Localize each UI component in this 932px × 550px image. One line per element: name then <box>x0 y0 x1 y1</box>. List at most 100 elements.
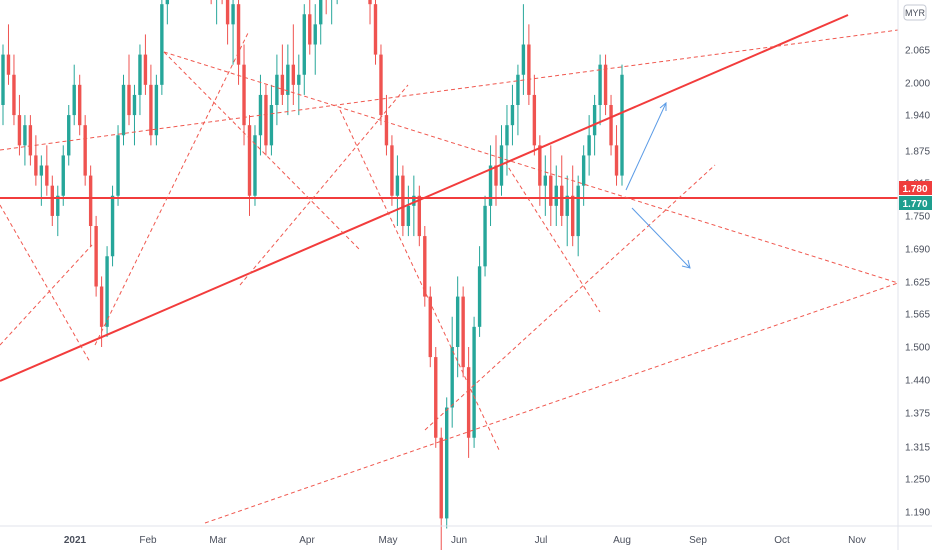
candle-body[interactable] <box>225 0 230 25</box>
candle-body[interactable] <box>412 195 416 206</box>
candle-body[interactable] <box>609 105 613 146</box>
jan-fan-line[interactable] <box>0 204 91 363</box>
candle-body[interactable] <box>527 44 531 95</box>
feb-fan-line-down[interactable] <box>163 51 361 251</box>
candle-body[interactable] <box>428 296 432 358</box>
candle-body[interactable] <box>603 64 608 106</box>
candle-body[interactable] <box>565 195 569 216</box>
candle-body[interactable] <box>116 135 120 196</box>
june-drop-line[interactable] <box>504 161 601 313</box>
candle-body[interactable] <box>587 135 591 156</box>
descending-resistance-dashed-line[interactable] <box>163 51 899 284</box>
apr-drop-line[interactable] <box>339 109 501 453</box>
candle-body[interactable] <box>510 105 515 126</box>
candle-body[interactable] <box>23 125 27 146</box>
candle-body[interactable] <box>132 94 137 116</box>
upper-channel-dashed-line[interactable] <box>0 29 899 151</box>
candle-body[interactable] <box>494 165 498 186</box>
currency-badge[interactable] <box>903 4 927 21</box>
candle-body[interactable] <box>571 195 575 237</box>
candle-body[interactable] <box>445 407 449 519</box>
lower-channel-dashed-line[interactable] <box>204 282 899 524</box>
forecast-up-arrow[interactable] <box>625 102 667 191</box>
candle-body[interactable] <box>549 175 553 206</box>
candle-body[interactable] <box>286 64 290 95</box>
candle-body[interactable] <box>532 94 537 146</box>
candle-body[interactable] <box>379 54 383 116</box>
candle-body[interactable] <box>94 226 98 287</box>
candle-body[interactable] <box>417 195 422 237</box>
candle-body[interactable] <box>598 64 602 106</box>
candle-body[interactable] <box>439 437 443 519</box>
candle-body[interactable] <box>231 4 235 25</box>
candle-body[interactable] <box>401 175 405 227</box>
candle-body[interactable] <box>105 256 109 327</box>
candle-body[interactable] <box>264 94 268 146</box>
candle-body[interactable] <box>291 64 296 85</box>
candle-body[interactable] <box>505 125 509 146</box>
candle-body[interactable] <box>406 205 411 227</box>
candle-body[interactable] <box>614 145 619 176</box>
candle-body[interactable] <box>538 145 542 186</box>
candle-body[interactable] <box>302 14 306 75</box>
mar-support-line[interactable] <box>239 84 409 286</box>
candle-body[interactable] <box>488 165 493 206</box>
candle-body[interactable] <box>1 54 5 106</box>
candle-body[interactable] <box>461 296 465 368</box>
candle-body[interactable] <box>160 4 164 85</box>
candle-body[interactable] <box>423 236 427 297</box>
candle-body[interactable] <box>466 367 471 438</box>
candle-body[interactable] <box>149 84 153 136</box>
candle-body[interactable] <box>6 54 11 75</box>
candle-body[interactable] <box>236 4 241 65</box>
candle-body[interactable] <box>12 74 16 116</box>
candle-body[interactable] <box>45 165 49 186</box>
candle-body[interactable] <box>620 74 624 176</box>
candle-body[interactable] <box>67 115 71 156</box>
candle-body[interactable] <box>373 4 378 55</box>
candle-body[interactable] <box>313 24 317 45</box>
candle-body[interactable] <box>56 195 60 216</box>
candle-body[interactable] <box>434 357 438 438</box>
candle-body[interactable] <box>77 84 82 126</box>
candle-body[interactable] <box>247 125 252 196</box>
candle-body[interactable] <box>72 84 76 116</box>
candle-body[interactable] <box>253 135 257 196</box>
forecast-down-arrow[interactable] <box>631 207 691 269</box>
candle-body[interactable] <box>99 286 104 327</box>
candle-body[interactable] <box>472 326 476 438</box>
candle-body[interactable] <box>143 54 148 85</box>
candle-body[interactable] <box>127 84 131 116</box>
candle-body[interactable] <box>543 175 548 186</box>
candle-body[interactable] <box>61 155 65 196</box>
candle-body[interactable] <box>592 105 597 136</box>
candle-body[interactable] <box>165 0 170 5</box>
candle-body[interactable] <box>368 0 372 5</box>
jan-rise-line[interactable] <box>0 244 93 346</box>
candle-body[interactable] <box>242 64 246 126</box>
candle-body[interactable] <box>110 195 115 257</box>
candle-body[interactable] <box>516 74 520 106</box>
candle-body[interactable] <box>521 44 526 75</box>
candle-body[interactable] <box>154 84 159 136</box>
candle-body[interactable] <box>297 74 301 85</box>
candle-body[interactable] <box>88 175 93 227</box>
candle-body[interactable] <box>39 165 44 176</box>
candle-body[interactable] <box>34 155 38 176</box>
feb-fan-line-up[interactable] <box>94 32 249 346</box>
candle-body[interactable] <box>280 74 285 95</box>
june-rise-line[interactable] <box>424 164 716 431</box>
candle-body[interactable] <box>455 296 460 347</box>
candle-body[interactable] <box>390 145 394 196</box>
candle-body[interactable] <box>395 175 400 196</box>
candle-body[interactable] <box>384 115 389 146</box>
candle-body[interactable] <box>560 185 564 216</box>
candle-body[interactable] <box>275 74 279 106</box>
price-axis[interactable]: 1.190 1.250 1.315 1.375 1.440 1.500 1.565 1.625… <box>905 46 930 519</box>
candle-body[interactable] <box>121 84 126 136</box>
candle-body[interactable] <box>50 185 54 216</box>
candle-body[interactable] <box>269 105 274 146</box>
candle-body[interactable] <box>477 266 482 327</box>
candle-body[interactable] <box>450 347 454 408</box>
